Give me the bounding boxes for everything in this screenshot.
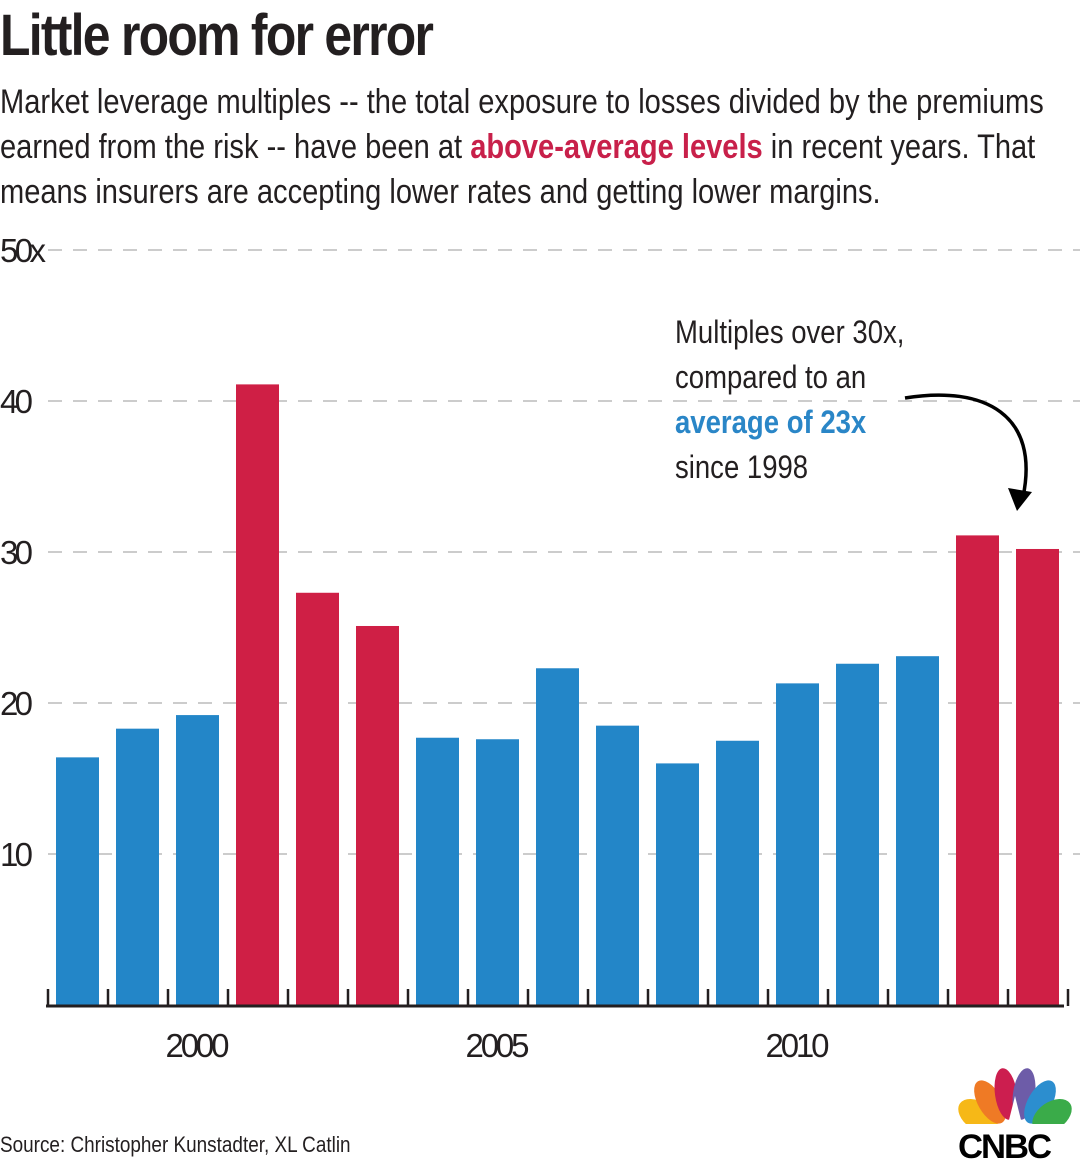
- y-axis-labels: 10 20 30 40 50x: [0, 232, 47, 873]
- subtitle-text-1: Market leverage multiples -- the total e…: [0, 83, 1044, 166]
- bar-2005: [476, 739, 519, 1005]
- annotation-average: average of 23x: [675, 404, 867, 440]
- bar-2008: [656, 763, 699, 1005]
- annotation-arrow: [904, 393, 1028, 498]
- bar-2009: [716, 740, 759, 1005]
- cnbc-peacock-logo-icon: [952, 1068, 1080, 1162]
- chart-title: Little room for error: [0, 3, 434, 68]
- bar-2004: [416, 737, 459, 1005]
- bar-2006: [536, 668, 579, 1005]
- bar-1998: [56, 757, 99, 1005]
- y-tick-label: 10: [0, 836, 33, 873]
- annotation-line-4: since 1998: [675, 449, 809, 485]
- source-note: Source: Christopher Kunstadter, XL Catli…: [0, 1132, 351, 1157]
- annotation-text: Multiples over 30x, compared to an avera…: [675, 310, 904, 490]
- arrow-head-icon: [1008, 488, 1032, 511]
- x-axis: [46, 989, 1070, 1008]
- y-tick-label: 30: [0, 534, 33, 571]
- bar-2010: [776, 683, 819, 1005]
- y-tick-label: 40: [0, 383, 33, 420]
- x-tick-label-2005: 2005: [466, 1027, 530, 1064]
- annotation-line-2: compared to an: [675, 359, 867, 395]
- x-axis-labels: 2000 2005 2010: [166, 1027, 830, 1064]
- chart-subtitle: Market leverage multiples -- the total e…: [0, 80, 1060, 215]
- bar-2014: [1016, 548, 1059, 1005]
- bar-2000: [176, 715, 219, 1005]
- bars: [56, 384, 1059, 1005]
- x-tick-label-2010: 2010: [766, 1027, 830, 1064]
- bar-2002: [296, 592, 339, 1005]
- annotation-line-1: Multiples over 30x,: [675, 314, 905, 350]
- bar-2011: [836, 663, 879, 1005]
- bar-2007: [596, 725, 639, 1005]
- bar-1999: [116, 728, 159, 1005]
- bar-2012: [896, 656, 939, 1005]
- y-tick-label: 50x: [0, 232, 47, 269]
- bar-2013: [956, 535, 999, 1005]
- subtitle-text-2: in recent years. That means insurers are…: [0, 128, 1036, 211]
- bar-2003: [356, 625, 399, 1005]
- bar-2001: [236, 384, 279, 1005]
- x-tick-label-2000: 2000: [166, 1027, 230, 1064]
- cnbc-logo-text: CNBC: [958, 1128, 1052, 1166]
- y-tick-label: 20: [0, 685, 33, 722]
- subtitle-highlight: above-average levels: [470, 128, 763, 166]
